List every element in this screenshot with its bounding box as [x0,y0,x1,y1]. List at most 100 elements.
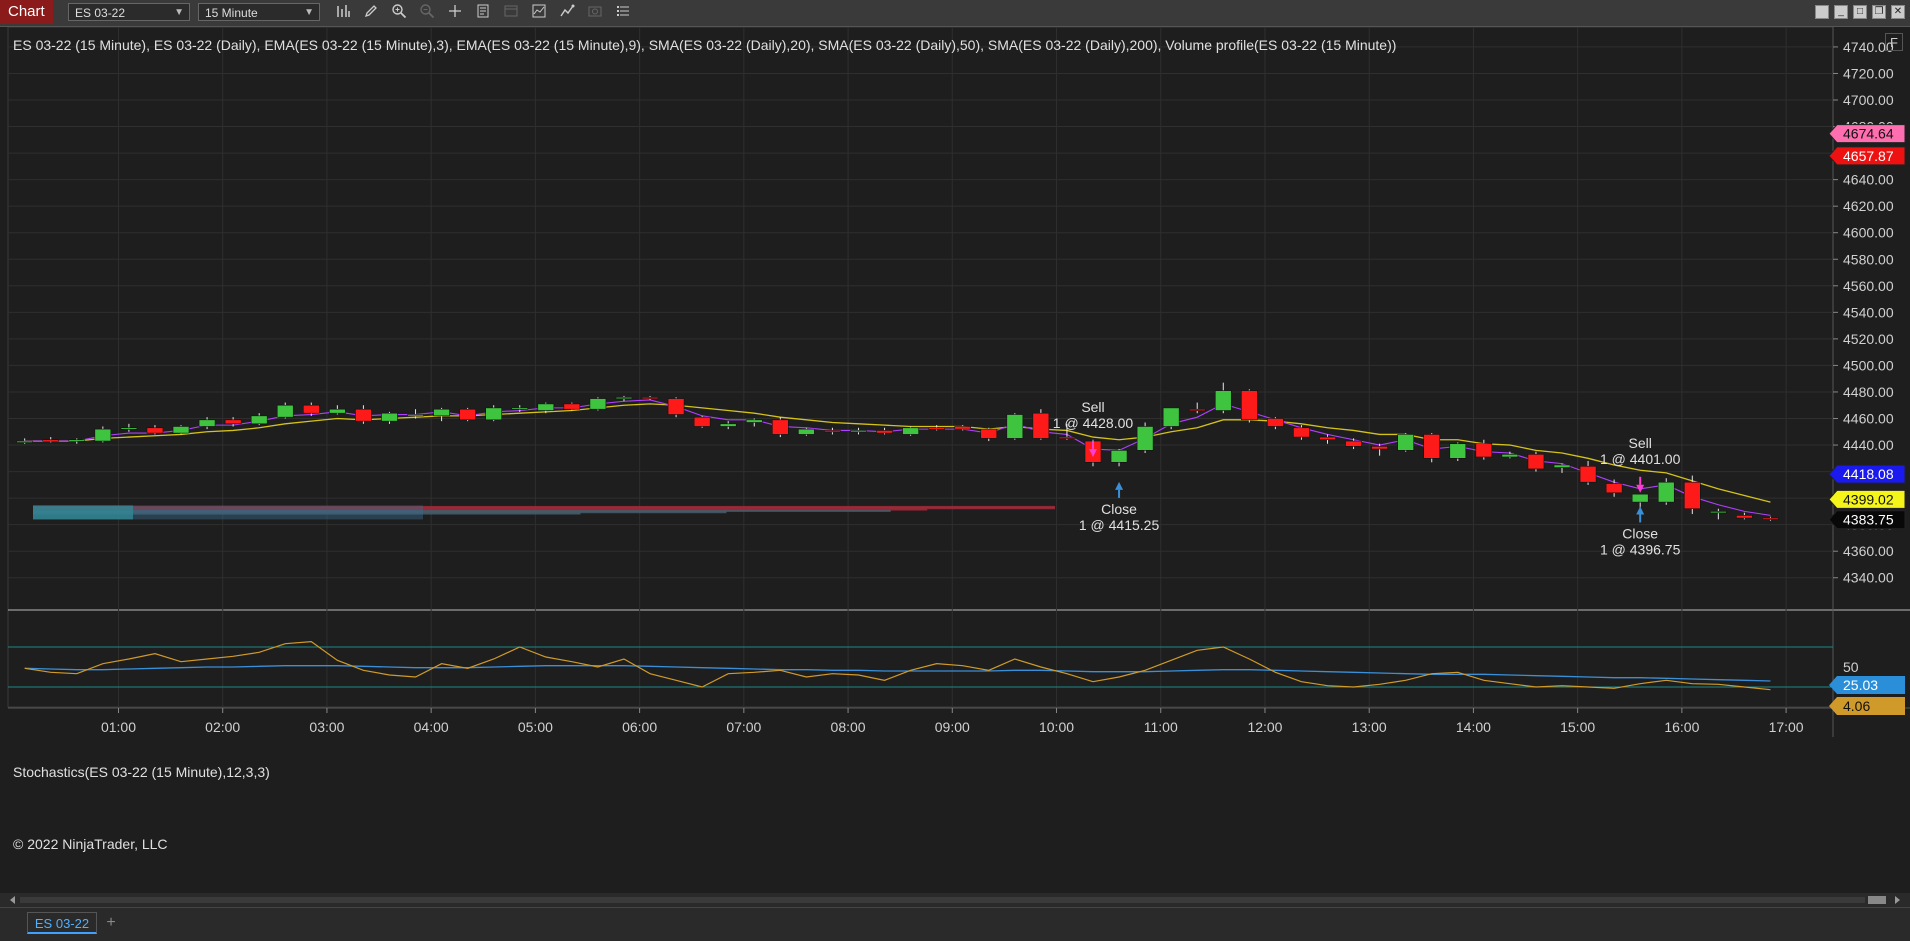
candle-body [302,404,320,414]
y-tick-label: 4480.00 [1843,384,1894,400]
candle-body [928,427,945,430]
candle-body [120,427,138,430]
properties-icon[interactable] [473,3,493,23]
execution-label: 1 @ 4415.25 [1079,517,1160,533]
candle-body [824,430,841,433]
price-level-marker [1828,146,1906,166]
candle-body [198,419,216,427]
chart-area[interactable]: 4740.004720.004700.004680.004660.004640.… [0,27,1910,893]
add-tab-button[interactable]: + [106,914,116,931]
volume-profile-bar [33,511,727,514]
x-tick-label: 17:00 [1769,719,1804,735]
candle-body [1527,454,1545,470]
interval-value: 15 Minute [205,6,258,20]
maximize-button[interactable]: □ [1853,5,1867,19]
minimize-button[interactable]: _ [1834,5,1848,19]
y-tick-label: 4360.00 [1843,543,1894,559]
candle-body [902,427,919,435]
tab-bar: ES 03-22 + [0,907,1910,941]
templates-icon[interactable] [501,3,521,23]
bar-chart-icon[interactable] [333,3,353,23]
volume-profile-bar [33,505,1055,508]
candle-body [1032,412,1050,439]
f-button[interactable]: F [1885,33,1903,51]
price-level-label: 4418.08 [1843,466,1894,482]
volume-profile-poc [33,505,133,520]
y-tick-label: 4340.00 [1843,570,1894,586]
zoom-out-icon[interactable] [417,3,437,23]
y-tick-label: 4540.00 [1843,304,1894,320]
execution-label: Close [1101,501,1137,517]
volume-profile-bar [33,507,1055,510]
crosshair-icon[interactable] [445,3,465,23]
price-level-marker [1828,510,1906,530]
price-chart[interactable]: 4740.004720.004700.004680.004660.004640.… [0,27,1910,893]
candle-body [1058,436,1076,439]
pencil-icon[interactable] [361,3,381,23]
candle-body [563,403,581,410]
window-title: Chart [0,0,53,24]
x-tick-label: 06:00 [622,719,657,735]
sell-arrow-icon [1088,448,1097,457]
x-tick-label: 08:00 [831,719,866,735]
candle-body [1553,464,1571,468]
price-level-label: 4657.87 [1843,148,1894,164]
candle-body [798,428,815,435]
y-tick-label: 4700.00 [1843,92,1894,108]
candle-body [1188,408,1206,412]
instrument-selector[interactable]: ES 03-22 ▼ [68,3,190,21]
more-icon[interactable] [613,3,633,23]
candle-body [745,419,763,423]
volume-profile-value-area [33,505,423,520]
candle-body [1657,481,1675,503]
x-tick-label: 05:00 [518,719,553,735]
y-tick-label: 4520.00 [1843,331,1894,347]
price-level-marker [1828,464,1906,484]
x-tick-label: 12:00 [1247,719,1282,735]
y-tick-label: 4500.00 [1843,357,1894,373]
indicators-icon[interactable] [529,3,549,23]
candle-body [1214,390,1232,411]
candle-body [1397,434,1414,451]
x-tick-label: 11:00 [1144,719,1178,735]
zoom-in-icon[interactable] [389,3,409,23]
x-tick-label: 09:00 [935,719,970,735]
horizontal-scrollbar[interactable] [0,893,1910,907]
stoch-d-line [24,665,1771,682]
close-arrow-icon [1115,481,1124,490]
candle-body [1319,436,1336,441]
copyright: © 2022 NinjaTrader, LLC [13,836,168,852]
y-tick-label: 4720.00 [1843,65,1894,81]
candle-body [1501,454,1519,458]
candle-body [954,426,972,430]
candle-body [1371,446,1388,450]
interval-selector[interactable]: 15 Minute ▼ [198,3,320,21]
tile-icon[interactable] [1815,5,1829,19]
stoch-value-label: 4.06 [1843,698,1870,714]
stoch-value-marker [1829,676,1905,694]
candle-body [485,407,502,421]
candle-body [329,408,346,414]
tab-es-03-22[interactable]: ES 03-22 [27,912,97,934]
candle-body [1423,434,1441,459]
volume-profile-bar [33,509,891,512]
candle-body [433,408,450,417]
x-tick-label: 14:00 [1456,719,1491,735]
title-bar: Chart ES 03-22 ▼ 15 Minute ▼ _ □ ❐ ✕ [0,0,1910,27]
x-tick-label: 02:00 [205,719,240,735]
candle-body [1605,483,1623,494]
price-level-label: 4674.64 [1843,126,1894,142]
price-level-marker [1828,124,1906,144]
snapshot-icon[interactable] [585,3,605,23]
close-button[interactable]: ✕ [1891,5,1905,19]
ema9-line [24,403,1771,503]
candle-body [42,439,60,442]
execution-label: Close [1622,525,1658,541]
y-tick-label: 4580.00 [1843,251,1894,267]
execution-label: 1 @ 4396.75 [1600,541,1681,557]
candle-body [667,398,685,415]
plot-border [7,27,1834,708]
strategies-icon[interactable] [557,3,577,23]
candle-body [1736,515,1753,519]
restore-button[interactable]: ❐ [1872,5,1886,19]
